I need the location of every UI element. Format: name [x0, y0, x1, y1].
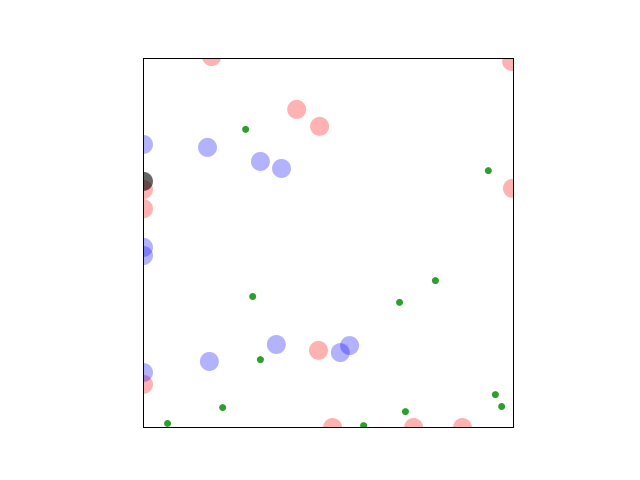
scatter-point	[498, 402, 506, 410]
scatter-point	[502, 58, 514, 71]
scatter-point	[143, 199, 153, 219]
scatter-point	[404, 418, 424, 428]
scatter-point	[143, 374, 153, 394]
scatter-point	[309, 340, 329, 360]
scatter-point	[199, 351, 219, 371]
scatter-point	[396, 298, 404, 306]
scatter-point	[143, 246, 153, 266]
scatter-point	[502, 178, 514, 198]
scatter-point	[143, 363, 153, 383]
scatter-point	[272, 158, 292, 178]
axes-frame	[143, 58, 514, 428]
scatter-point	[198, 137, 218, 157]
scatter-point	[164, 419, 172, 427]
scatter-point	[340, 336, 360, 356]
scatter-point	[401, 408, 409, 416]
scatter-point	[310, 116, 330, 136]
scatter-point	[143, 237, 153, 257]
scatter-point	[491, 391, 499, 399]
scatter-point	[431, 277, 439, 285]
scatter-point	[287, 99, 307, 119]
scatter-point	[452, 418, 472, 428]
scatter-point	[249, 293, 257, 301]
scatter-point	[242, 125, 250, 133]
scatter-point	[360, 422, 368, 428]
scatter-point	[330, 343, 350, 363]
scatter-point	[143, 171, 153, 191]
scatter-point	[323, 418, 343, 428]
scatter-point	[250, 151, 270, 171]
scatter-point	[256, 356, 264, 364]
scatter-point	[219, 404, 227, 412]
scatter-point	[202, 58, 221, 67]
scatter-point	[266, 334, 286, 354]
scatter-point	[143, 134, 153, 154]
plot-area	[143, 58, 514, 428]
scatter-point	[484, 167, 492, 175]
